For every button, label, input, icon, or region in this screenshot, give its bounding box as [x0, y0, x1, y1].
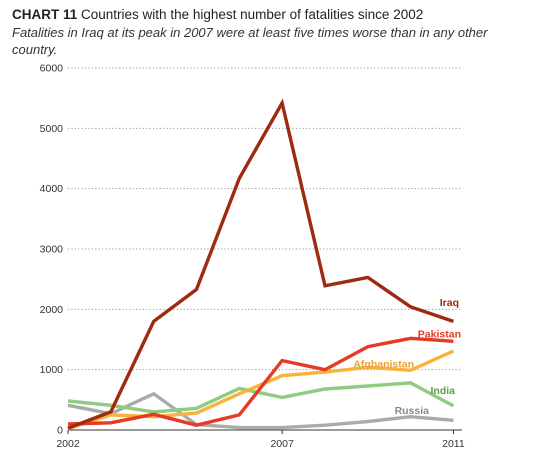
series-label-iraq: Iraq [440, 297, 459, 309]
x-tick-label: 2002 [56, 438, 80, 450]
series-lines [67, 98, 455, 431]
y-tick-label: 2000 [40, 304, 64, 316]
y-tick-label: 5000 [40, 123, 64, 135]
chart-title-text: Countries with the highest number of fat… [81, 7, 424, 22]
series-line-russia [67, 391, 454, 430]
series-label-india: India [430, 385, 455, 397]
chart-title: CHART 11 Countries with the highest numb… [12, 6, 423, 23]
series-label-russia: Russia [395, 405, 430, 417]
y-tick-label: 6000 [40, 63, 64, 75]
chart-subtitle: Fatalities in Iraq at its peak in 2007 w… [12, 25, 488, 57]
series-line-india [67, 381, 455, 414]
series-line-iraq [67, 98, 454, 430]
y-tick-label: 4000 [40, 183, 64, 195]
y-tick-label: 3000 [40, 244, 64, 256]
series-line-pakistan [67, 336, 454, 427]
series-label-afghanistan: Afghanistan [353, 359, 414, 371]
y-tick-label: 0 [57, 425, 63, 437]
y-tick-label: 1000 [40, 364, 64, 376]
gridlines [68, 67, 462, 371]
chart-number: CHART 11 [12, 7, 78, 22]
x-tick-label: 2007 [270, 438, 294, 450]
x-tick-label: 2011 [442, 438, 465, 450]
y-axis-ticks: 0 1000 2000 3000 4000 5000 6000 [40, 63, 64, 437]
series-line-afghanistan [67, 349, 455, 431]
series-label-pakistan: Pakistan [418, 328, 461, 340]
x-axis: 2002 2007 2011 [56, 429, 465, 450]
